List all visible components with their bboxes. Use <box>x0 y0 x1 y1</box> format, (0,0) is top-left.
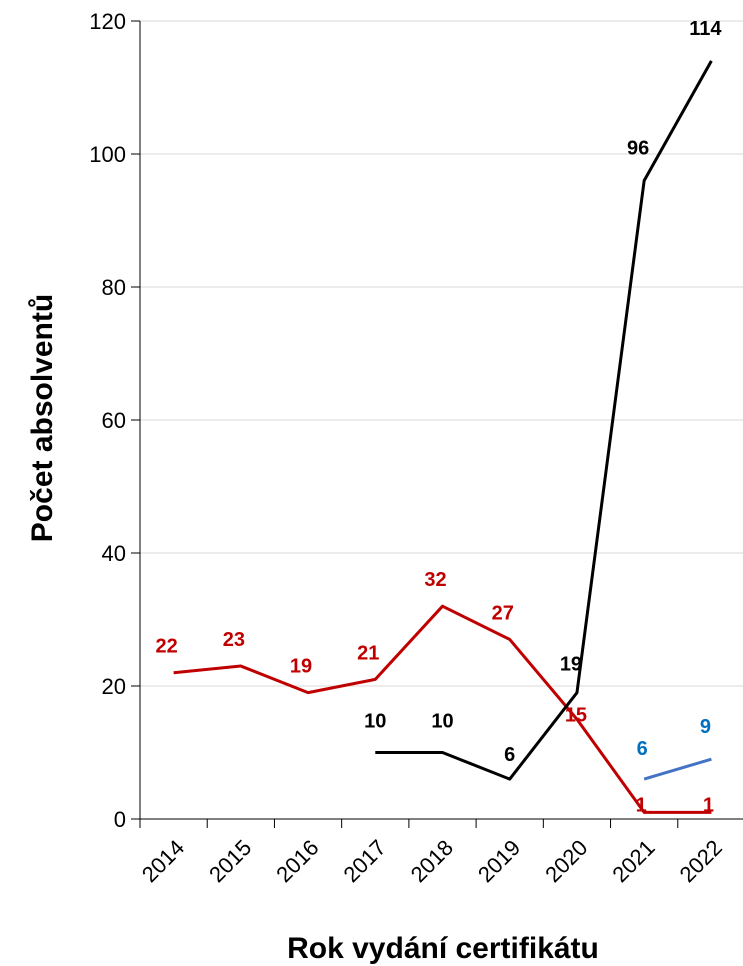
data-label: 21 <box>357 642 379 664</box>
x-tick-label: 2022 <box>675 835 727 887</box>
y-tick-label: 0 <box>114 807 126 832</box>
data-label: 114 <box>689 18 722 40</box>
y-tick-label: 40 <box>102 541 126 566</box>
x-tick-label: 2021 <box>607 835 659 887</box>
data-label: 96 <box>627 138 649 160</box>
x-axis-title: Rok vydání certifikátu <box>287 932 599 965</box>
y-tick-label: 60 <box>102 408 126 433</box>
y-tick-label: 120 <box>89 9 126 34</box>
x-tick-label: 2020 <box>540 835 592 887</box>
x-tick-label: 2018 <box>406 835 458 887</box>
data-label: 22 <box>155 636 177 658</box>
series-line-1 <box>173 604 712 814</box>
y-tick-label: 100 <box>89 142 126 167</box>
data-label: 19 <box>560 654 582 676</box>
data-label: 6 <box>504 744 515 766</box>
y-tick-labels: 0 20 40 60 80 100 120 <box>89 9 126 832</box>
y-tick-label: 20 <box>102 674 126 699</box>
data-label: 1 <box>636 794 647 816</box>
data-label: 6 <box>637 738 648 760</box>
data-label: 32 <box>424 569 446 591</box>
series-line-3 <box>643 757 712 781</box>
data-label: 27 <box>492 602 514 624</box>
data-label: 10 <box>364 711 386 733</box>
x-tick-label: 2019 <box>473 835 525 887</box>
data-label: 23 <box>223 629 245 651</box>
axes <box>131 20 743 828</box>
x-tick-label: 2014 <box>137 835 189 887</box>
x-tick-labels: 2014 2015 2016 2017 2018 2019 2020 2021 2022 <box>137 835 727 887</box>
x-tick-label: 2017 <box>339 835 391 887</box>
x-tick-label: 2016 <box>271 835 323 887</box>
data-labels: 22 23 19 21 32 27 15 1 1 10 10 6 19 96 114 6 9 <box>155 18 722 816</box>
gridlines <box>140 20 743 687</box>
y-axis-title: Počet absolventů <box>26 294 59 542</box>
data-label: 9 <box>700 716 711 738</box>
data-label: 1 <box>703 794 714 816</box>
series-lines <box>173 60 713 814</box>
data-label: 19 <box>290 656 312 678</box>
data-label: 15 <box>565 704 587 726</box>
y-tick-label: 80 <box>102 275 126 300</box>
x-tick-label: 2015 <box>204 835 256 887</box>
series-line-2 <box>375 60 713 781</box>
data-label: 10 <box>431 711 453 733</box>
